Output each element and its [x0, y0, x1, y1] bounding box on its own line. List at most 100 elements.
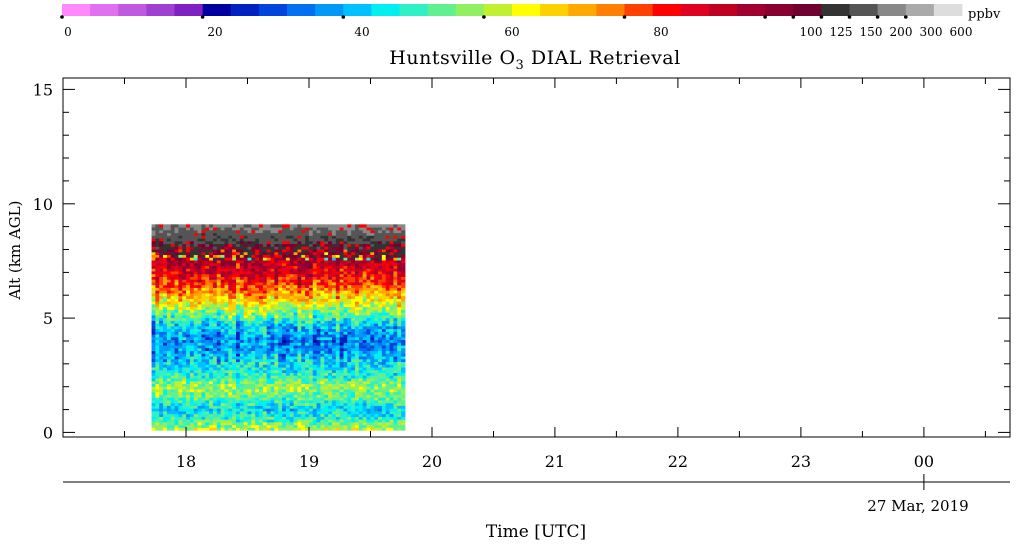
heatmap-cell [324, 301, 329, 305]
heatmap-cell [401, 347, 406, 352]
heatmap-cell [285, 295, 291, 299]
heatmap-cell [312, 268, 318, 272]
heatmap-cell [166, 295, 172, 299]
heatmap-cell [328, 268, 333, 272]
heatmap-cell [174, 312, 179, 316]
heatmap-cell [381, 295, 387, 299]
heatmap-cell [159, 301, 164, 305]
heatmap-cell [174, 309, 179, 313]
heatmap-cell [159, 339, 164, 343]
heatmap-cell [362, 320, 368, 324]
heatmap-cell [308, 350, 314, 354]
heatmap-cell [193, 364, 199, 368]
heatmap-cell [266, 276, 272, 280]
heatmap-cell [163, 380, 168, 384]
heatmap-cell [236, 235, 241, 239]
heatmap-cell [255, 334, 260, 338]
heatmap-cell [170, 254, 176, 258]
heatmap-cell [205, 421, 210, 426]
heatmap-cell [251, 254, 256, 258]
heatmap-cell [239, 421, 245, 426]
heatmap-cell [209, 238, 214, 242]
heatmap-cell [197, 372, 202, 376]
heatmap-cell [401, 402, 406, 406]
heatmap-cell [266, 320, 272, 324]
heatmap-cell [362, 303, 368, 308]
heatmap-cell [362, 405, 368, 409]
heatmap-cell [243, 347, 249, 352]
heatmap-cell [397, 336, 402, 341]
heatmap-cell [312, 292, 318, 297]
heatmap-cell [182, 268, 187, 272]
heatmap-cell [385, 353, 391, 357]
heatmap-cell [236, 347, 241, 352]
heatmap-cell [393, 394, 398, 398]
heatmap-cell [262, 287, 268, 291]
heatmap-cell [385, 339, 391, 343]
heatmap-cell [381, 413, 387, 417]
heatmap-cell [370, 320, 375, 324]
heatmap-cell [274, 416, 279, 420]
heatmap-cell [255, 254, 260, 258]
heatmap-cell [216, 394, 222, 398]
heatmap-cell [151, 405, 156, 409]
heatmap-cell [331, 224, 337, 228]
heatmap-cell [343, 292, 348, 297]
heatmap-cell [216, 334, 222, 338]
heatmap-cell [335, 397, 341, 401]
heatmap-cell [236, 336, 241, 341]
heatmap-cell [362, 235, 368, 239]
heatmap-cell [339, 257, 344, 261]
heatmap-cell [243, 243, 249, 247]
heatmap-cell [262, 391, 268, 395]
heatmap-cell [355, 413, 360, 417]
heatmap-cell [343, 325, 348, 330]
heatmap-cell [301, 306, 306, 310]
heatmap-cell [331, 268, 337, 272]
heatmap-cell [328, 367, 333, 371]
heatmap-cell [266, 260, 272, 264]
heatmap-cell [178, 383, 183, 387]
heatmap-cell [163, 249, 168, 253]
heatmap-cell [343, 347, 348, 352]
heatmap-cell [305, 251, 310, 256]
heatmap-cell [393, 257, 398, 261]
heatmap-cell [347, 276, 352, 280]
heatmap-cell [343, 246, 348, 250]
heatmap-cell [259, 232, 264, 236]
heatmap-cell [347, 350, 352, 354]
heatmap-cell [293, 378, 298, 382]
heatmap-cell [301, 334, 306, 338]
heatmap-cell [159, 394, 164, 398]
heatmap-cell [324, 375, 329, 379]
heatmap-cell [266, 378, 272, 382]
heatmap-cell [239, 410, 245, 415]
heatmap-cell [155, 353, 160, 357]
heatmap-cell [205, 273, 210, 277]
heatmap-cell [159, 249, 164, 253]
heatmap-cell [224, 265, 229, 269]
heatmap-cell [351, 408, 356, 412]
heatmap-cell [343, 254, 348, 258]
heatmap-cell [339, 227, 344, 231]
heatmap-cell [381, 320, 387, 324]
heatmap-cell [197, 416, 202, 420]
heatmap-cell [232, 292, 237, 297]
heatmap-cell [209, 328, 214, 332]
heatmap-cell [163, 419, 168, 423]
heatmap-cell [193, 419, 199, 423]
heatmap-cell [285, 292, 291, 297]
heatmap-cell [243, 287, 249, 291]
heatmap-cell [320, 235, 325, 239]
heatmap-cell [343, 240, 348, 245]
heatmap-cell [285, 394, 291, 398]
heatmap-cell [236, 281, 241, 286]
heatmap-cell [351, 347, 356, 352]
heatmap-cell [236, 410, 241, 415]
heatmap-cell [351, 303, 356, 308]
heatmap-cell [362, 413, 368, 417]
heatmap-cell [316, 323, 321, 327]
heatmap-cell [251, 268, 256, 272]
heatmap-cell [389, 249, 394, 253]
heatmap-cell [205, 314, 210, 319]
